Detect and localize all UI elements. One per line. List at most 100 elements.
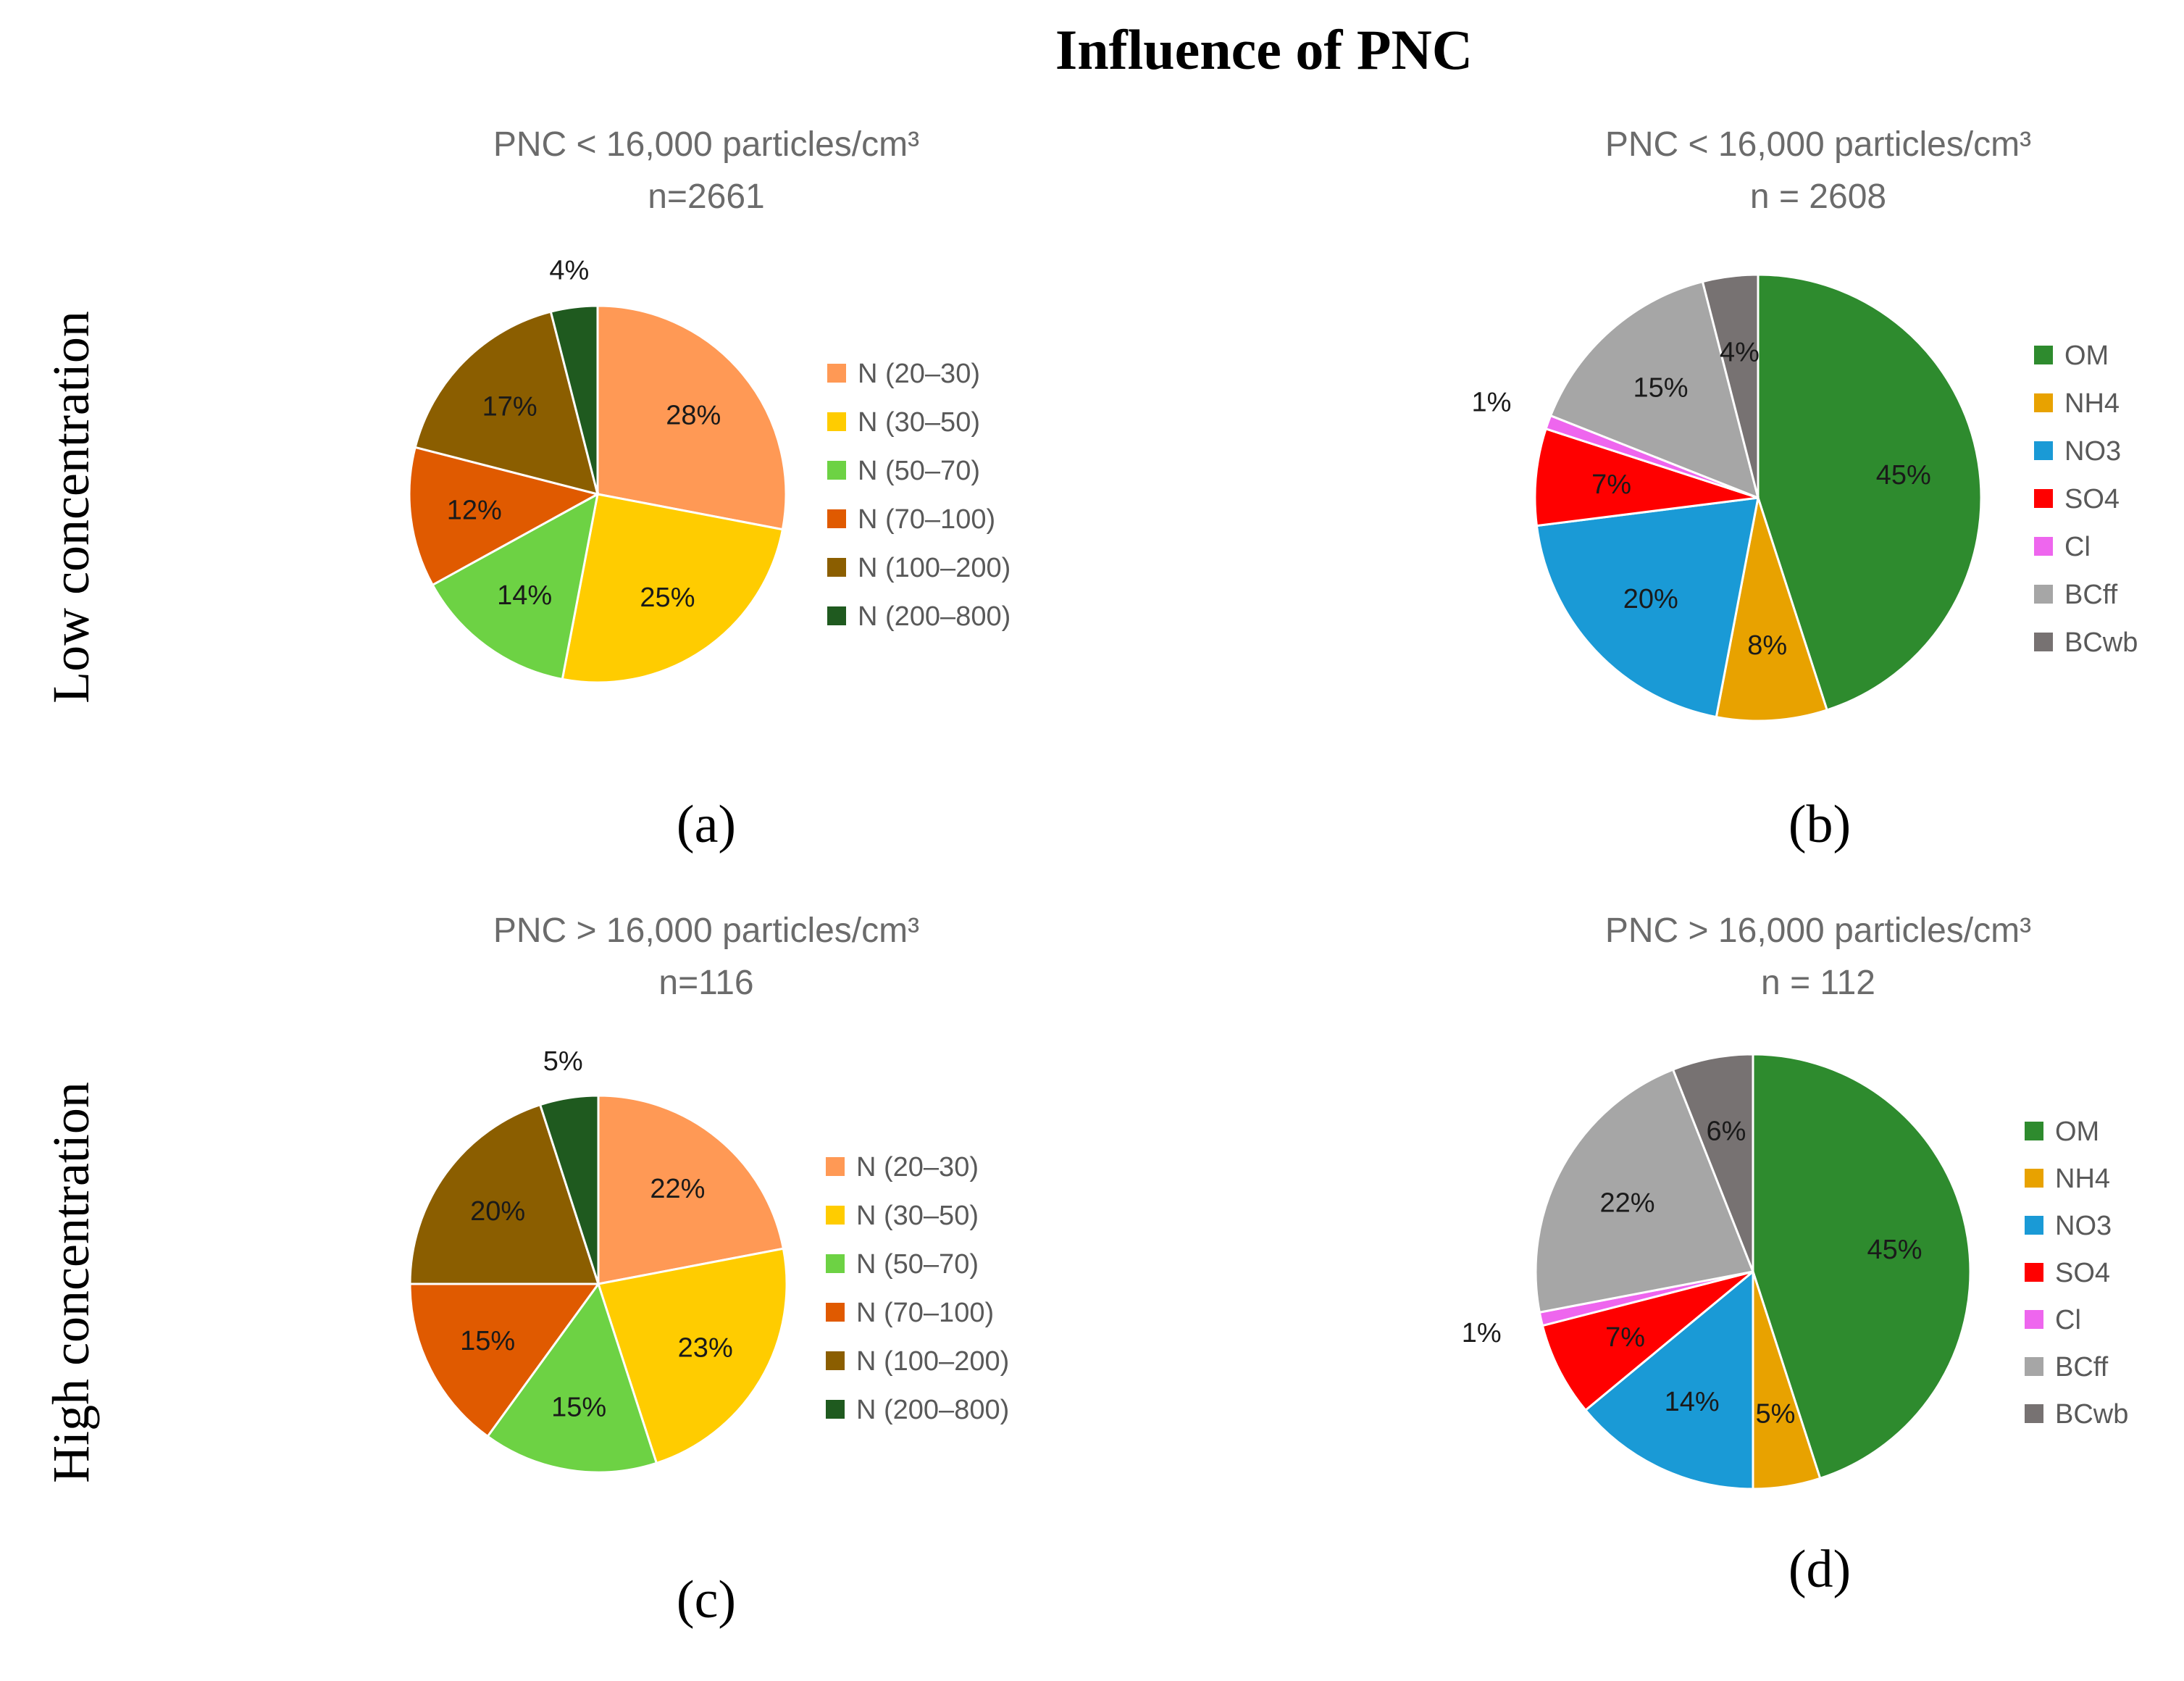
pie-slice [1715, 497, 1829, 722]
pie-slice [414, 310, 600, 496]
panel-title: PNC < 16,000 particles/cm³ [1605, 125, 2031, 164]
slice-percent-label: 14% [497, 580, 552, 611]
legend-swatch [827, 461, 846, 480]
legend-swatch [827, 606, 846, 625]
legend-entry: N (200–800) [856, 1395, 1009, 1425]
legend-entry: Cl [2064, 532, 2091, 562]
legend-entry: NH4 [2055, 1164, 2110, 1194]
legend-entry: BCff [2055, 1352, 2109, 1382]
legend-swatch [827, 509, 846, 528]
pie-slice [596, 304, 787, 531]
legend-entry: SO4 [2055, 1258, 2110, 1288]
slice-percent-label: 20% [1623, 584, 1678, 614]
slice-percent-label: 7% [1591, 470, 1631, 500]
pie-slice [1535, 496, 1760, 719]
legend-swatch [827, 364, 846, 383]
pie-panel-b: PNC < 16,000 particles/cm³ n = 2608 45% 8% 2… [1472, 125, 2138, 854]
legend-entry: BCwb [2064, 627, 2138, 658]
pie-slice [409, 1103, 601, 1285]
legend-entry: N (100–200) [858, 553, 1011, 583]
legend-swatch [2025, 1404, 2043, 1423]
legend-swatch [2034, 393, 2053, 412]
legend-swatch [826, 1157, 845, 1176]
figure-title: Influence of PNC [1055, 18, 1473, 81]
panel-label: (d) [1788, 1540, 1851, 1599]
slice-percent-label: 22% [650, 1174, 705, 1204]
legend-swatch [826, 1303, 845, 1322]
pie-slice [409, 1282, 601, 1438]
slice-percent-label: 12% [447, 496, 502, 526]
pie-slice [1534, 1068, 1755, 1314]
legend-swatch [2025, 1357, 2043, 1376]
pie-slice [561, 493, 785, 684]
legend-swatch [2034, 585, 2053, 604]
legend-entry: N (100–200) [856, 1346, 1009, 1377]
legend-entry: N (70–100) [858, 504, 995, 535]
pie-slice [431, 492, 600, 681]
panel-label: (c) [677, 1570, 736, 1630]
pie-slice [486, 1281, 658, 1474]
legend-entry: N (50–70) [856, 1249, 979, 1280]
pie-panel-d: PNC > 16,000 particles/cm³ n = 112 45% 5% 14… [1462, 912, 2129, 1599]
slice-percent-label: 15% [551, 1392, 606, 1422]
legend-swatch [2034, 489, 2053, 508]
panel-title: PNC > 16,000 particles/cm³ [1605, 912, 2031, 950]
legend-entry: N (20–30) [856, 1152, 979, 1182]
pie-slice [1752, 1053, 1972, 1480]
legend-swatch [826, 1206, 845, 1225]
slice-percent-label: 7% [1605, 1322, 1645, 1353]
legend-entry: SO4 [2064, 484, 2120, 514]
slice-percent-label: 45% [1876, 460, 1931, 491]
legend-swatch [827, 558, 846, 577]
legend-entry: NH4 [2064, 388, 2120, 419]
legend-entry: N (30–50) [856, 1201, 979, 1231]
legend-swatch [2034, 537, 2053, 556]
legend-entry: N (30–50) [858, 407, 980, 438]
legend-entry: OM [2064, 341, 2109, 371]
panel-label: (b) [1788, 795, 1851, 854]
panel-label: (a) [677, 795, 736, 854]
legend-entry: N (20–30) [858, 359, 980, 389]
pie-slice [1701, 273, 1760, 499]
slice-percent-label: 15% [460, 1326, 515, 1356]
slice-percent-label: 28% [666, 401, 721, 431]
legend-entry: BCwb [2055, 1399, 2128, 1430]
pie-slice [538, 1094, 600, 1285]
legend-swatch [826, 1351, 845, 1370]
pie-slice [597, 1247, 788, 1465]
slice-percent-label: 1% [1462, 1318, 1502, 1348]
pie-slice [1541, 1270, 1754, 1412]
legend-swatch [2034, 441, 2053, 460]
legend-swatch [826, 1254, 845, 1273]
slice-percent-label: 20% [470, 1196, 525, 1227]
legend-swatch [2034, 633, 2053, 651]
row-label-high: High concentration [42, 1082, 100, 1483]
panel-sample-size: n=2661 [648, 178, 765, 216]
legend-entry: N (70–100) [856, 1298, 994, 1328]
slice-percent-label: 14% [1665, 1387, 1720, 1417]
panel-sample-size: n = 2608 [1750, 178, 1886, 216]
panel-title: PNC < 16,000 particles/cm³ [493, 125, 919, 164]
slice-percent-label: 6% [1706, 1117, 1746, 1147]
pie-slice [1671, 1053, 1754, 1272]
row-label-low: Low concentration [42, 311, 100, 704]
panel-title: PNC > 16,000 particles/cm³ [493, 912, 919, 950]
pie-slice [408, 446, 601, 587]
slice-percent-label: 45% [1867, 1235, 1922, 1265]
slice-percent-label: 17% [482, 392, 537, 422]
legend-swatch [2025, 1310, 2043, 1329]
legend-swatch [2025, 1263, 2043, 1282]
slice-percent-label: 5% [543, 1046, 583, 1077]
legend-entry: N (50–70) [858, 456, 980, 486]
slice-percent-label: 23% [678, 1332, 733, 1363]
legend-swatch [2025, 1169, 2043, 1188]
pie-slice [597, 1094, 785, 1285]
pie-panel-c: PNC > 16,000 particles/cm³ n=116 22% 23% 15%… [409, 912, 1009, 1630]
pie-slice [1583, 1269, 1754, 1490]
pie-slice [1549, 280, 1760, 500]
legend-swatch [826, 1400, 845, 1419]
legend-entry: OM [2055, 1117, 2099, 1147]
legend-entry: N (200–800) [858, 601, 1011, 632]
legend-entry: NO3 [2064, 436, 2121, 467]
